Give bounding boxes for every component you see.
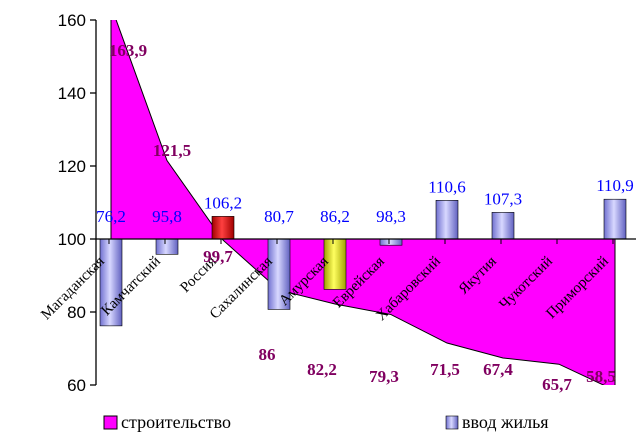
area-value-label: 86 — [259, 345, 276, 364]
bar-value-label: 110,9 — [596, 176, 634, 195]
area-value-label: 67,4 — [483, 360, 513, 379]
bar-value-label: 80,7 — [264, 207, 294, 226]
bar-1 — [155, 238, 179, 255]
area-value-label: 65,7 — [542, 375, 572, 394]
y-tick-label: 60 — [67, 376, 86, 395]
bar-value-label: 76,2 — [96, 207, 126, 226]
bar-2 — [211, 216, 235, 240]
bar-value-label: 95,8 — [152, 207, 182, 226]
legend-label-construction: строительство — [121, 412, 231, 432]
legend-swatch-housing — [445, 415, 459, 430]
bar-5 — [379, 238, 403, 246]
area-series-construction — [110, 20, 616, 385]
bar-value-label: 86,2 — [320, 207, 350, 226]
y-tick-label: 100 — [58, 230, 86, 249]
bar-value-label: 106,2 — [204, 193, 242, 212]
area-value-label: 99,7 — [203, 247, 233, 266]
bar-value-label: 98,3 — [376, 207, 406, 226]
bar-value-label: 107,3 — [484, 189, 522, 208]
legend-label-housing: ввод жилья — [462, 412, 549, 432]
y-tick-label: 140 — [58, 84, 86, 103]
area-value-label: 71,5 — [430, 360, 460, 379]
area-value-label: 121,5 — [153, 141, 191, 160]
bar-9 — [603, 198, 627, 240]
area-value-label: 58,5 — [586, 367, 616, 386]
bar-7 — [491, 212, 515, 240]
y-tick-label: 160 — [58, 11, 86, 30]
bar-6 — [435, 200, 459, 240]
y-tick-label: 80 — [67, 303, 86, 322]
legend-swatch-construction — [103, 415, 118, 430]
area-value-label: 82,2 — [307, 360, 337, 379]
y-tick-label: 120 — [58, 157, 86, 176]
area-value-label: 79,3 — [369, 367, 399, 386]
area-value-label: 163,9 — [109, 41, 147, 60]
bar-value-label: 110,6 — [428, 177, 466, 196]
